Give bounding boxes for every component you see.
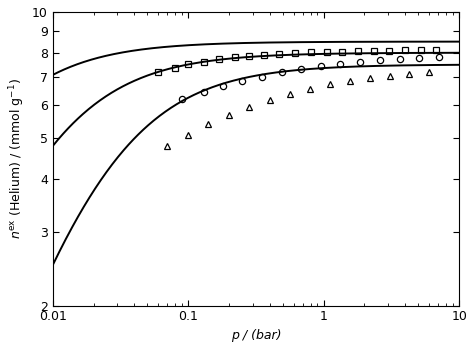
Y-axis label: $n^{\mathrm{ex}}$ (Helium) / (mmol g$^{-1}$): $n^{\mathrm{ex}}$ (Helium) / (mmol g$^{-… — [7, 79, 27, 239]
X-axis label: p / (bar): p / (bar) — [231, 329, 281, 342]
